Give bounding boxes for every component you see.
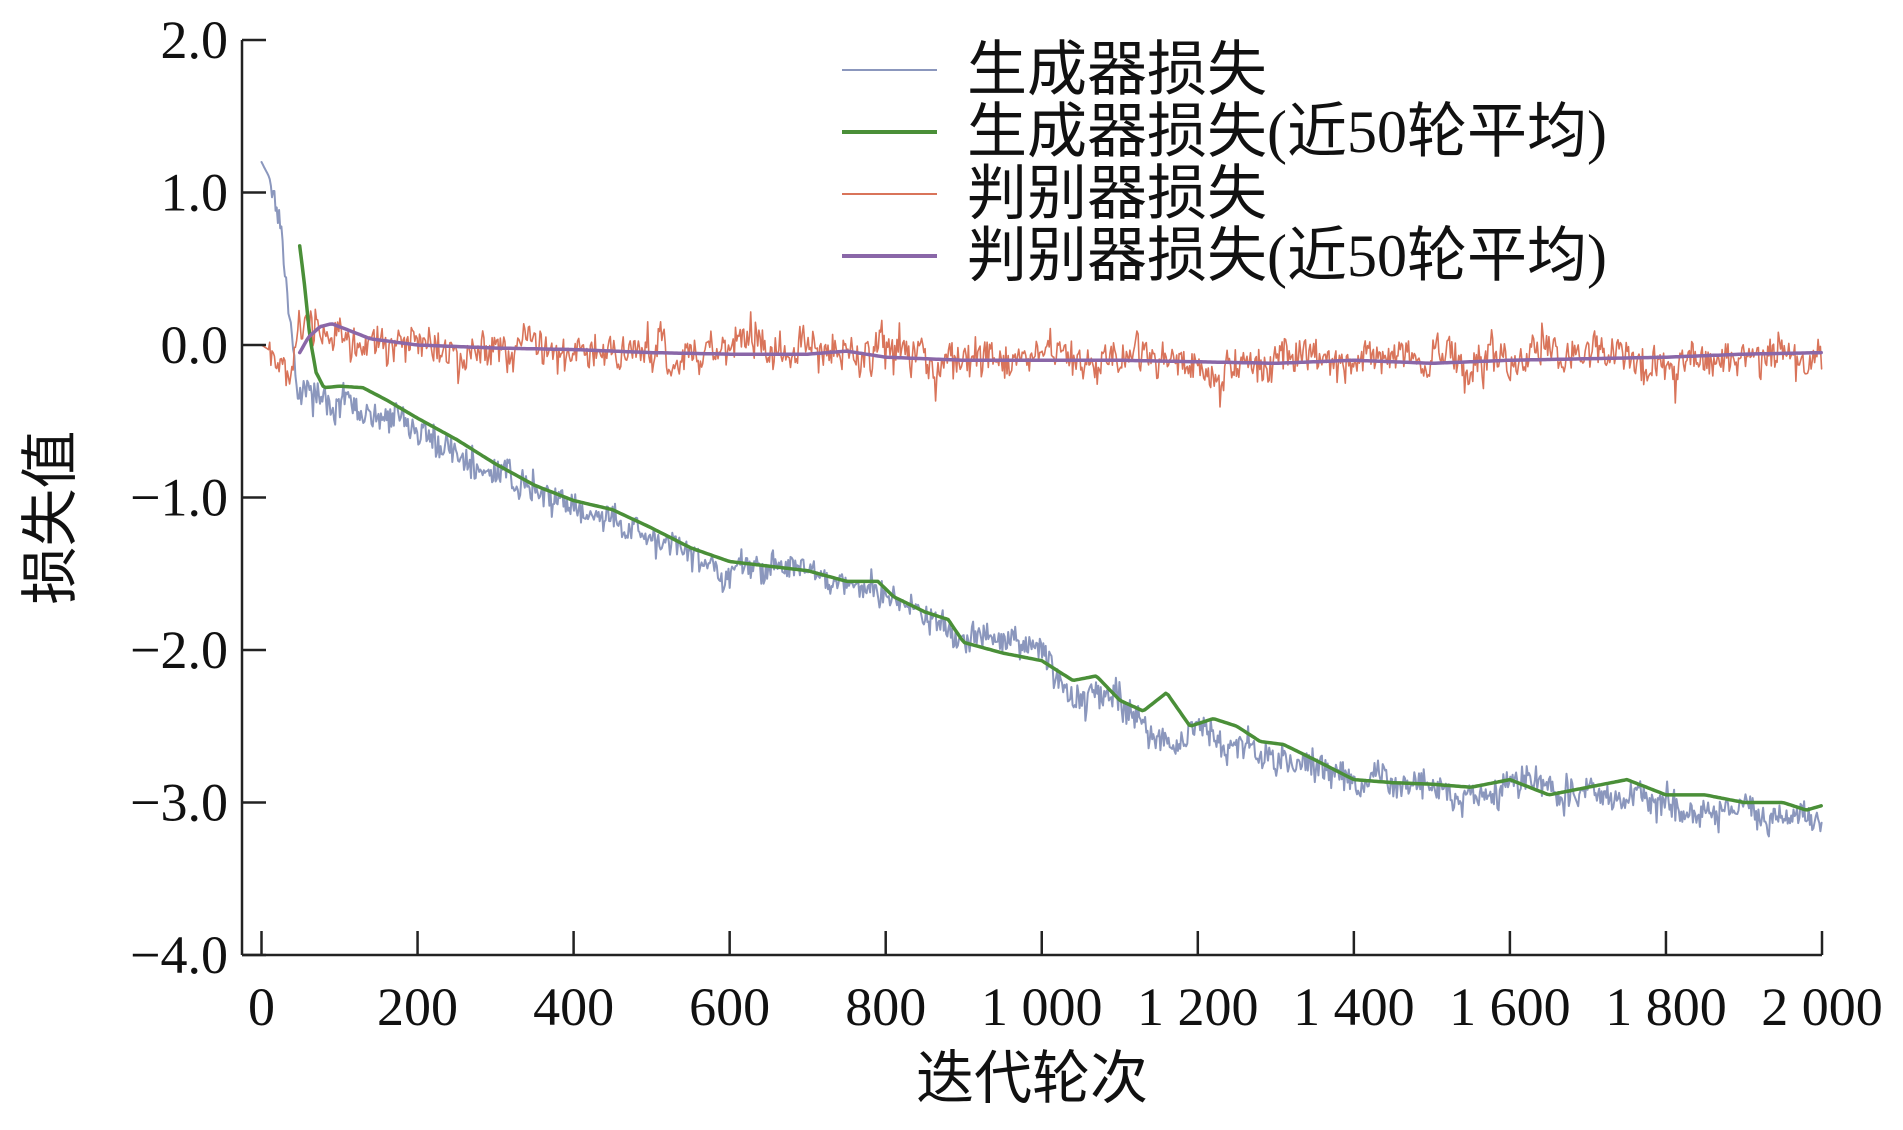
x-tick-label: 1 400 <box>1293 977 1415 1037</box>
series-line-2 <box>297 244 1823 812</box>
legend-label: 判别器损失(近50轮平均) <box>967 223 1607 289</box>
y-tick-label: 0.0 <box>161 315 229 375</box>
y-tick-label: −2.0 <box>130 620 228 680</box>
legend-label: 判别器损失 <box>967 161 1267 227</box>
x-tick-label: 800 <box>845 977 926 1037</box>
y-tick-label: 1.0 <box>161 163 229 223</box>
axes: 0 200 400 600 800 1 000 1 200 1 400 1 600 1 800 2 … <box>130 10 1883 1037</box>
y-tick-label: −1.0 <box>130 468 228 528</box>
x-tick-label: 1 600 <box>1449 977 1571 1037</box>
legend-label: 生成器损失 <box>967 37 1267 103</box>
legend-label: 生成器损失(近50轮平均) <box>967 99 1607 165</box>
x-tick-label: 1 000 <box>981 977 1103 1037</box>
x-ticks: 0 200 400 600 800 1 000 1 200 1 400 1 600 1 800 2 … <box>248 931 1883 1037</box>
x-tick-label: 200 <box>377 977 458 1037</box>
series-line-4 <box>297 322 1823 366</box>
y-ticks: 2.0 1.0 0.0 −1.0 −2.0 −3.0 −4.0 <box>130 10 266 985</box>
y-tick-label: −4.0 <box>130 925 228 985</box>
x-axis-label: 迭代轮次 <box>916 1046 1148 1111</box>
x-tick-label: 0 <box>248 977 275 1037</box>
series-line-3 <box>260 308 1823 408</box>
x-tick-label: 2 000 <box>1761 977 1883 1037</box>
y-tick-label: 2.0 <box>161 10 229 70</box>
plot-series <box>260 161 1823 838</box>
x-tick-label: 1 200 <box>1137 977 1259 1037</box>
y-tick-label: −3.0 <box>130 773 228 833</box>
x-tick-label: 400 <box>533 977 614 1037</box>
x-tick-label: 600 <box>689 977 770 1037</box>
x-tick-label: 1 800 <box>1605 977 1727 1037</box>
y-axis-label: 损失值 <box>18 430 83 604</box>
